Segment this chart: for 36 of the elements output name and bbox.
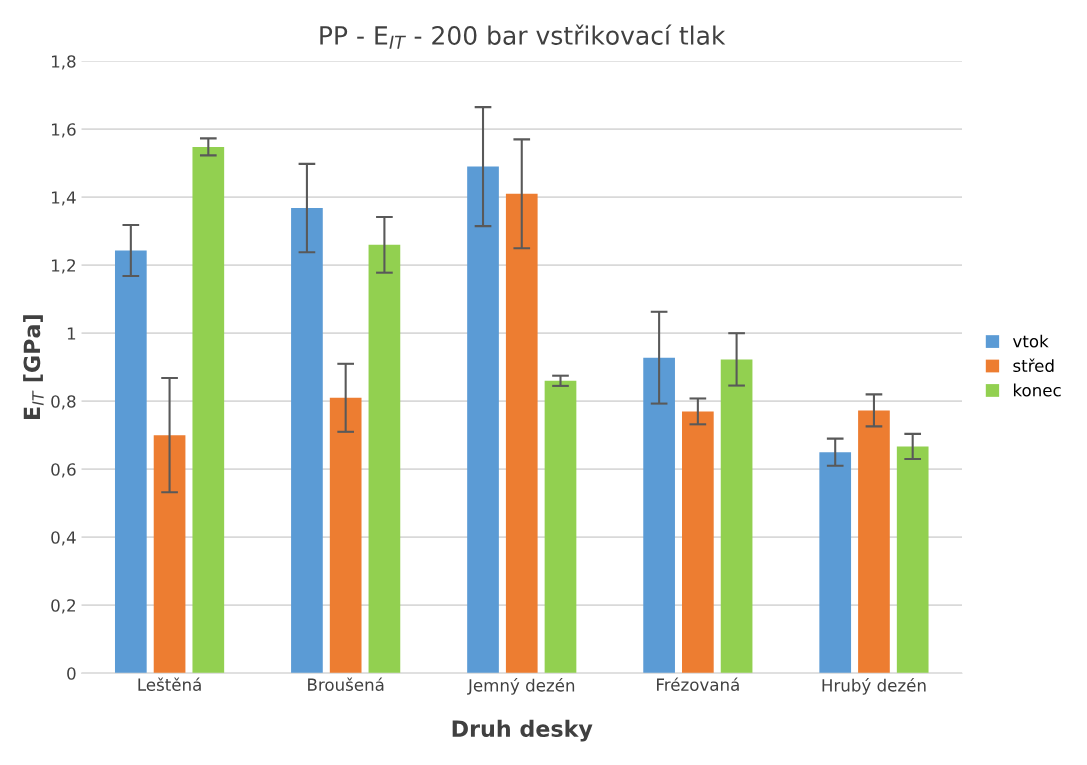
bar bbox=[114, 250, 147, 674]
y-tick-label: 0,6 bbox=[51, 463, 76, 478]
bar bbox=[505, 193, 538, 674]
y-tick-label: 1,8 bbox=[51, 55, 76, 70]
bar bbox=[858, 410, 890, 674]
x-tick-label: Hrubý dezén bbox=[822, 678, 926, 695]
bar bbox=[153, 435, 186, 674]
y-axis-title: E$_{IT}$ [GPa] bbox=[23, 315, 44, 420]
bar bbox=[896, 446, 929, 674]
bar bbox=[544, 380, 577, 674]
x-tick-label: Jemný dezén bbox=[467, 678, 575, 695]
legend-label: střed bbox=[1013, 358, 1054, 373]
x-tick-label: Leštěná bbox=[138, 677, 201, 691]
y-tick-label: 1,4 bbox=[51, 191, 76, 206]
bar bbox=[368, 244, 401, 674]
y-tick-label: 0,4 bbox=[51, 531, 76, 546]
x-tick-label: Frézovaná bbox=[657, 677, 739, 691]
legend-label: konec bbox=[1013, 383, 1061, 397]
bar bbox=[720, 359, 753, 674]
bar bbox=[682, 411, 714, 674]
x-axis-title: Druh desky bbox=[452, 719, 593, 742]
y-tick-label: 0 bbox=[67, 667, 76, 680]
y-tick-label: 0,8 bbox=[51, 395, 76, 410]
y-tick-label: 1,6 bbox=[51, 123, 76, 138]
bar bbox=[329, 397, 362, 674]
bar bbox=[192, 146, 225, 674]
y-tick-label: 0,2 bbox=[51, 599, 75, 614]
bar bbox=[819, 452, 852, 674]
bar bbox=[291, 208, 323, 674]
y-tick-label: 1 bbox=[67, 327, 76, 340]
bar bbox=[467, 166, 499, 674]
y-tick-label: 1,2 bbox=[51, 259, 75, 274]
chart-title: PP - E$_{IT}$ - 200 bar vstřikovací tlak bbox=[320, 24, 726, 49]
bar bbox=[643, 357, 675, 674]
x-tick-label: Broušená bbox=[308, 677, 384, 691]
legend-label: vtok bbox=[1012, 334, 1049, 348]
